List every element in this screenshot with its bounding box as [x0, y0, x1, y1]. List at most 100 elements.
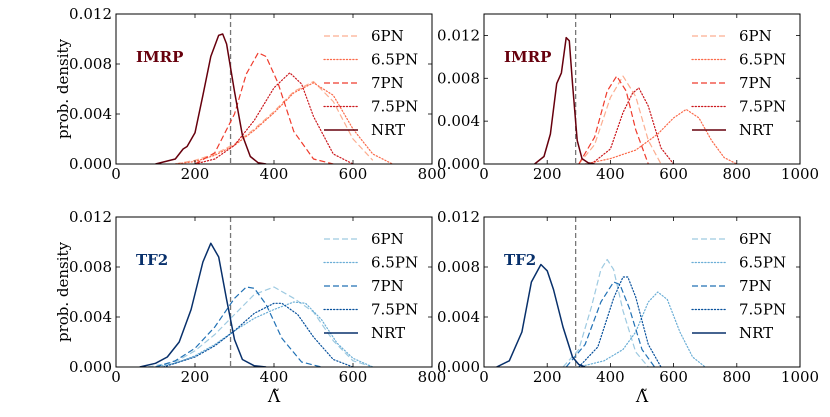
legend-label: NRT — [739, 121, 773, 139]
series-line-6-5pn — [578, 291, 706, 367]
panel-top-left: 0 200 400 600 800 0.000 0.004 0.008 0.012 prob. d… — [54, 5, 446, 183]
x-tick-label: 0 — [111, 368, 121, 386]
series-line-7pn — [155, 286, 322, 367]
model-label: TF2 — [136, 251, 168, 269]
x-tick-label: 800 — [418, 165, 447, 183]
legend-label: 6PN — [371, 230, 404, 248]
y-tick-label: 0.004 — [69, 105, 112, 123]
x-tick-label: 600 — [659, 368, 688, 386]
x-tick-label: 800 — [722, 165, 751, 183]
y-tick-label: 0.000 — [437, 155, 480, 173]
series-group — [139, 242, 374, 367]
series-line-7pn — [565, 281, 656, 367]
series-line-7-5pn — [162, 302, 354, 367]
y-axis-label: prob. density — [54, 38, 72, 139]
series-line-7pn — [578, 75, 649, 164]
series-line-6pn — [578, 75, 662, 164]
y-tick-label: 0.000 — [69, 358, 112, 376]
series-line-6-5pn — [584, 108, 738, 164]
legend-label: 6PN — [371, 27, 404, 45]
model-label: IMRP — [504, 48, 551, 66]
x-tick-label: 800 — [418, 368, 447, 386]
y-tick-label: 0.012 — [437, 208, 480, 226]
series-line-7pn — [194, 52, 334, 164]
axes-frame — [483, 13, 801, 165]
x-tick-label: 400 — [596, 368, 625, 386]
x-tick-label: 0 — [111, 165, 121, 183]
y-tick-label: 0.004 — [437, 112, 480, 130]
x-tick-label: 1000 — [781, 368, 819, 386]
y-tick-label: 0.004 — [69, 308, 112, 326]
y-tick-label: 0.012 — [437, 26, 480, 44]
series-line-6pn — [175, 80, 374, 164]
x-tick-label: 400 — [260, 368, 289, 386]
y-tick-label: 0.000 — [437, 358, 480, 376]
y-tick-label: 0.004 — [437, 308, 480, 326]
legend: 6PN 6.5PN 7PN 7.5PN NRT — [323, 230, 418, 342]
series-line-nrt — [155, 33, 267, 164]
y-tick-label: 0.008 — [437, 69, 480, 87]
x-tick-label: 200 — [181, 165, 210, 183]
legend: 6PN 6.5PN 7PN 7.5PN NRT — [691, 27, 786, 139]
x-tick-label: 200 — [533, 165, 562, 183]
legend-label: NRT — [371, 324, 405, 342]
axes-frame — [483, 216, 801, 368]
x-tick-label: 600 — [339, 165, 368, 183]
y-tick-label: 0.000 — [69, 155, 112, 173]
x-axis-label: Λ̃ — [635, 387, 649, 407]
x-tick-label: 0 — [479, 368, 489, 386]
legend-label: 6.5PN — [371, 254, 418, 272]
legend: 6PN 6.5PN 7PN 7.5PN NRT — [323, 27, 418, 139]
legend-label: 6PN — [739, 27, 772, 45]
series-line-6pn — [147, 286, 373, 367]
series-line-7-5pn — [578, 276, 662, 367]
x-tick-label: 800 — [722, 368, 751, 386]
legend-label: 7.5PN — [739, 301, 786, 319]
x-tick-label: 200 — [533, 368, 562, 386]
legend: 6PN 6.5PN 7PN 7.5PN NRT — [691, 230, 786, 342]
legend-label: 7.5PN — [739, 98, 786, 116]
y-tick-label: 0.008 — [69, 55, 112, 73]
panel-bottom-left: 0 200 400 600 800 0.000 0.004 0.008 0.012 prob. d… — [54, 208, 446, 407]
panel-top-right: 0 200 400 600 800 1000 0.000 0.004 0.008 0.012 IMR… — [437, 13, 819, 183]
series-line-7-5pn — [194, 72, 354, 164]
x-tick-label: 1000 — [781, 165, 819, 183]
series-line-6-5pn — [174, 82, 394, 164]
series-line-nrt — [139, 242, 267, 367]
legend-label: 7PN — [739, 74, 772, 92]
legend-label: 6.5PN — [371, 51, 418, 69]
series-group — [496, 258, 706, 367]
legend-label: NRT — [739, 324, 773, 342]
series-group — [534, 36, 738, 164]
series-group — [155, 33, 394, 164]
legend-label: NRT — [371, 121, 405, 139]
x-tick-label: 200 — [181, 368, 210, 386]
y-tick-label: 0.008 — [437, 258, 480, 276]
y-axis-label: prob. density — [54, 241, 72, 342]
series-line-nrt — [496, 263, 586, 367]
legend-label: 6PN — [739, 230, 772, 248]
panel-bottom-right: 0 200 400 600 800 1000 0.000 0.004 0.008 0.012 Λ̃ T… — [437, 208, 819, 407]
x-axis-label: Λ̃ — [267, 387, 281, 407]
series-line-7-5pn — [590, 87, 675, 164]
y-tick-label: 0.008 — [69, 258, 112, 276]
x-tick-label: 400 — [260, 165, 289, 183]
x-tick-label: 0 — [479, 165, 489, 183]
x-tick-label: 600 — [659, 165, 688, 183]
x-tick-label: 400 — [596, 165, 625, 183]
model-label: IMRP — [136, 48, 183, 66]
series-line-nrt — [534, 36, 595, 164]
y-tick-label: 0.012 — [69, 208, 112, 226]
model-label: TF2 — [504, 251, 536, 269]
legend-label: 7.5PN — [371, 98, 418, 116]
legend-label: 7.5PN — [371, 301, 418, 319]
series-line-6-5pn — [154, 301, 374, 367]
legend-label: 6.5PN — [739, 254, 786, 272]
y-tick-label: 0.012 — [69, 5, 112, 23]
legend-label: 7PN — [371, 277, 404, 295]
legend-label: 6.5PN — [739, 51, 786, 69]
legend-label: 7PN — [739, 277, 772, 295]
x-tick-label: 600 — [339, 368, 368, 386]
legend-label: 7PN — [371, 74, 404, 92]
